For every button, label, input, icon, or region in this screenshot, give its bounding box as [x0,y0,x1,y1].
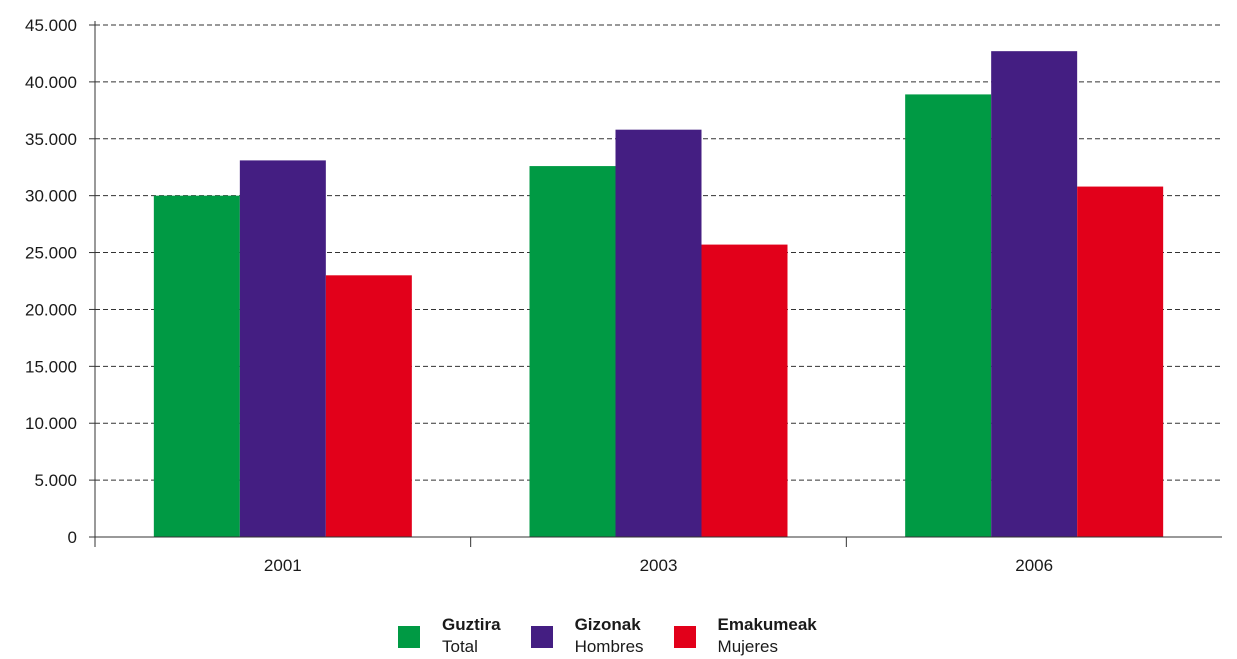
y-tick-label: 45.000 [25,16,77,35]
y-tick-label: 30.000 [25,187,77,206]
x-axis-ticks: 2001 2003 2006 [94,537,1053,575]
legend-label-mujeres: Mujeres [717,637,778,656]
y-tick-label: 25.000 [25,244,77,263]
y-tick-label: 15.000 [25,357,77,376]
legend-item-total: Guztira Total [398,614,501,658]
axes [89,21,1222,538]
legend: Guztira Total Gizonak Hombres Emakumeak … [398,614,847,658]
y-tick-label: 5.000 [34,471,77,490]
y-tick-label: 10.000 [25,414,77,433]
x-tick-label: 2006 [1015,556,1053,575]
y-tick-label: 20.000 [25,300,77,319]
bar-emakumeak-2003 [701,244,788,537]
y-tick-label: 40.000 [25,73,77,92]
y-axis-ticks: 0 5.000 10.000 15.000 20.000 25.000 30.000 35.0… [25,16,95,547]
bar-guztira-2006 [905,94,992,537]
bars [153,51,1164,538]
y-tick-label: 0 [68,528,77,547]
bar-gizonak-2006 [991,51,1078,538]
legend-item-women: Emakumeak Mujeres [673,614,817,658]
legend-swatch-total [398,626,420,648]
y-tick-label: 35.000 [25,130,77,149]
x-tick-label: 2001 [264,556,302,575]
legend-label-emakumeak: Emakumeak [717,615,817,634]
bar-gizonak-2003 [615,129,702,538]
legend-label-hombres: Hombres [574,637,644,656]
bar-emakumeak-2006 [1077,186,1164,537]
x-tick-label: 2003 [640,556,678,575]
bar-emakumeak-2001 [325,275,412,537]
legend-swatch-women [673,626,696,648]
legend-label-guztira: Guztira [442,615,501,634]
legend-label-total: Total [442,637,478,656]
legend-item-men: Gizonak Hombres [530,614,644,658]
bar-guztira-2003 [529,166,616,537]
legend-label-gizonak: Gizonak [574,615,641,634]
bar-chart: 0 5.000 10.000 15.000 20.000 25.000 30.000 35.0… [25,16,1222,575]
bar-guztira-2001 [153,195,240,537]
bar-gizonak-2001 [239,160,326,537]
legend-swatch-men [530,626,553,648]
